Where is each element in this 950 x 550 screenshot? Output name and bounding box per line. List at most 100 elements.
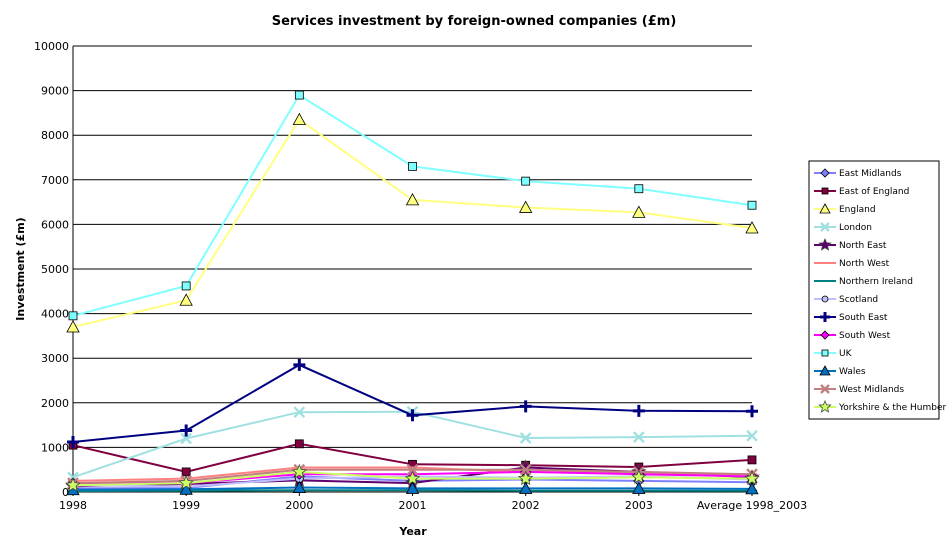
data-point xyxy=(632,431,645,443)
legend-label: London xyxy=(839,223,872,233)
data-point xyxy=(519,400,532,413)
data-point xyxy=(745,482,759,495)
data-point xyxy=(179,482,193,495)
data-point xyxy=(68,311,78,321)
series-line xyxy=(72,118,753,328)
data-point xyxy=(178,475,194,490)
y-tick-label: 9000 xyxy=(41,85,69,98)
legend-item: South East xyxy=(814,312,888,323)
data-point xyxy=(406,463,419,476)
data-point xyxy=(180,432,193,445)
legend-marker xyxy=(821,295,829,303)
legend-item: Wales xyxy=(814,365,866,377)
legend-label: North East xyxy=(839,241,887,251)
y-tick-label: 2000 xyxy=(41,397,69,410)
x-axis-title: Year xyxy=(398,525,427,538)
data-point xyxy=(405,481,420,494)
x-tick-label: 2000 xyxy=(285,499,313,512)
legend-label: Wales xyxy=(839,367,866,377)
data-point xyxy=(65,477,81,492)
data-point xyxy=(179,293,193,306)
data-point xyxy=(292,480,307,493)
legend-marker xyxy=(820,222,830,232)
x-tick-label: Average 1998_2003 xyxy=(697,499,807,512)
legend-item: West Midlands xyxy=(814,384,904,395)
data-point xyxy=(181,467,191,477)
legend-item: South West xyxy=(814,330,891,341)
series-line xyxy=(72,363,753,443)
legend-label: West Midlands xyxy=(839,385,904,395)
series-england xyxy=(66,112,759,333)
legend-marker xyxy=(818,399,832,413)
x-tick-label: 1998 xyxy=(59,499,87,512)
legend-item: East Midlands xyxy=(814,168,902,179)
data-point xyxy=(518,481,533,494)
legend-marker xyxy=(820,312,830,322)
series-wales xyxy=(66,480,759,496)
series-yorkshire-the-humber xyxy=(65,463,760,492)
data-point xyxy=(634,184,644,194)
legend-marker xyxy=(819,365,831,376)
data-point xyxy=(518,200,533,213)
series-uk xyxy=(68,90,757,321)
data-point xyxy=(293,406,306,419)
series-south-east xyxy=(67,358,758,449)
data-point xyxy=(180,424,193,437)
legend-marker xyxy=(821,349,829,357)
y-axis-title: Investment (£m) xyxy=(14,217,27,320)
data-point xyxy=(747,455,757,465)
data-point xyxy=(291,463,308,479)
data-point xyxy=(746,429,758,442)
data-point xyxy=(293,358,306,371)
x-tick-label: 2002 xyxy=(512,499,540,512)
data-point xyxy=(745,221,759,234)
data-point xyxy=(521,176,531,186)
legend-item: UK xyxy=(814,349,853,359)
series-line xyxy=(72,93,753,317)
x-tick-label: 2001 xyxy=(399,499,427,512)
data-point xyxy=(294,90,304,100)
y-tick-label: 8000 xyxy=(41,129,69,142)
data-point xyxy=(632,205,646,218)
y-tick-label: 3000 xyxy=(41,352,69,365)
legend-label: UK xyxy=(839,349,853,359)
data-point xyxy=(632,404,645,417)
legend-label: England xyxy=(839,205,876,215)
data-point xyxy=(294,439,304,449)
y-tick-label: 10000 xyxy=(34,40,69,53)
legend-label: South West xyxy=(839,331,891,341)
legend-label: Northern Ireland xyxy=(839,277,913,287)
legend-item: North East xyxy=(814,237,887,251)
data-point xyxy=(517,470,534,486)
x-axis-ticks: 1998 1999 2000 2001 2002 2003 Average 1998_200… xyxy=(59,492,807,512)
data-point xyxy=(746,405,758,418)
legend-item: Scotland xyxy=(814,295,878,305)
data-point xyxy=(747,200,757,210)
legend-marker xyxy=(819,203,831,214)
legend-label: East Midlands xyxy=(839,169,902,179)
legend: East Midlands East of England England Londo… xyxy=(808,160,947,420)
legend-marker xyxy=(821,187,829,195)
y-axis-ticks: 0 1000 2000 3000 4000 5000 6000 7000 8000 9000 100… xyxy=(34,40,69,499)
x-tick-label: 1999 xyxy=(172,499,200,512)
y-tick-label: 4000 xyxy=(41,308,69,321)
data-point xyxy=(519,463,532,476)
data-point xyxy=(744,470,760,486)
chart-title: Services investment by foreign-owned com… xyxy=(272,14,677,29)
x-tick-label: 2003 xyxy=(625,499,653,512)
legend-marker xyxy=(820,384,830,394)
legend-label: Yorkshire & the Humber xyxy=(838,403,947,413)
data-point xyxy=(406,409,419,422)
y-tick-label: 5000 xyxy=(41,263,69,276)
legend-marker xyxy=(820,168,830,178)
legend-label: North West xyxy=(839,259,890,269)
legend-label: East of England xyxy=(839,187,909,197)
y-tick-label: 7000 xyxy=(41,174,69,187)
data-point xyxy=(631,469,647,484)
legend-label: Scotland xyxy=(839,295,878,305)
legend-item: Northern Ireland xyxy=(814,277,913,287)
legend-item: East of England xyxy=(814,187,909,197)
legend-label: South East xyxy=(839,313,888,323)
data-point xyxy=(408,162,417,171)
